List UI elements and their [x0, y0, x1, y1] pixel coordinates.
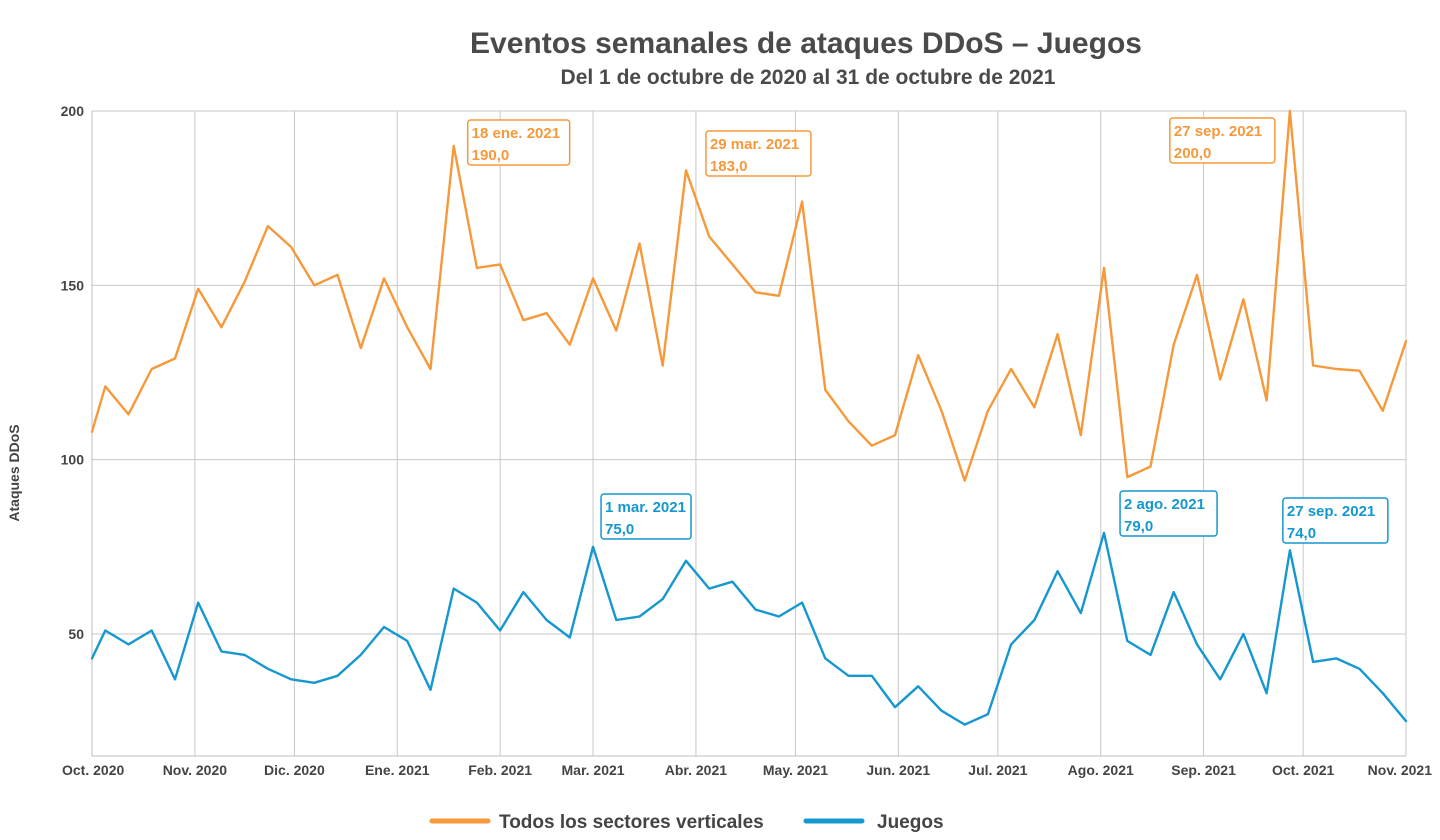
x-tick-label: Jun. 2021	[866, 762, 930, 778]
annotation-5: 27 sep. 2021 74,0	[1282, 497, 1389, 544]
chart-subtitle: Del 1 de octubre de 2020 al 31 de octubr…	[561, 66, 1056, 89]
legend-label: Todos los sectores verticales	[499, 812, 764, 833]
annotation-date: 27 sep. 2021	[1287, 503, 1375, 520]
annotation-value: 190,0	[472, 147, 510, 164]
x-tick-label: Abr. 2021	[665, 762, 727, 778]
x-tick-label: Nov. 2021	[1368, 762, 1433, 778]
annotation-value: 183,0	[710, 158, 748, 175]
legend-label: Juegos	[877, 812, 944, 833]
legend: Todos los sectores verticales Juegos	[429, 812, 944, 833]
annotation-box	[705, 130, 812, 177]
annotation-1: 29 mar. 2021 183,0	[705, 130, 812, 177]
annotation-value: 75,0	[605, 521, 634, 538]
legend-item-0: Todos los sectores verticales	[429, 812, 764, 833]
x-tick-label: Feb. 2021	[468, 762, 532, 778]
annotation-date: 29 mar. 2021	[710, 136, 799, 153]
annotation-box	[1282, 497, 1389, 544]
annotation-3: 1 mar. 2021 75,0	[600, 493, 692, 540]
axes: 50 100 150 200 Oct. 2020 Nov. 2020 Dic. 2020 En…	[61, 103, 1433, 778]
x-tick-label: Jul. 2021	[968, 762, 1027, 778]
y-tick-label: 200	[61, 103, 85, 119]
x-tick-label: Nov. 2020	[163, 762, 228, 778]
x-tick-label: Oct. 2021	[1272, 762, 1334, 778]
annotation-value: 74,0	[1287, 525, 1316, 542]
annotation-2: 27 sep. 2021 200,0	[1169, 117, 1276, 164]
annotation-4: 2 ago. 2021 79,0	[1119, 490, 1218, 537]
annotation-box	[1169, 117, 1276, 164]
series-line-1	[90, 531, 1408, 726]
annotation-box	[1119, 490, 1218, 537]
x-tick-label: Ago. 2021	[1068, 762, 1134, 778]
x-tick-label: May. 2021	[763, 762, 828, 778]
annotation-0: 18 ene. 2021 190,0	[466, 119, 571, 166]
x-tick-label: Ene. 2021	[365, 762, 430, 778]
annotation-date: 27 sep. 2021	[1174, 123, 1262, 140]
annotation-date: 18 ene. 2021	[472, 125, 560, 142]
legend-item-1: Juegos	[803, 812, 944, 833]
annotation-box	[600, 493, 692, 540]
x-tick-label: Sep. 2021	[1171, 762, 1236, 778]
x-tick-label: Mar. 2021	[562, 762, 625, 778]
annotation-box	[466, 119, 571, 166]
series-line-0	[90, 109, 1408, 482]
chart-title: Eventos semanales de ataques DDoS – Jueg…	[470, 27, 1142, 60]
x-tick-label: Dic. 2020	[264, 762, 325, 778]
annotation-date: 1 mar. 2021	[605, 499, 686, 516]
annotations: 18 ene. 2021 190,0 29 mar. 2021 183,0 27 sep…	[466, 117, 1389, 544]
annotation-value: 200,0	[1174, 145, 1212, 162]
series-lines	[90, 109, 1408, 726]
x-tick-label: Oct. 2020	[62, 762, 124, 778]
grid	[91, 110, 1407, 756]
y-axis-label: Ataques DDoS	[6, 424, 22, 521]
y-tick-label: 50	[68, 626, 84, 642]
y-tick-label: 100	[61, 452, 85, 468]
y-tick-label: 150	[61, 277, 85, 293]
annotation-value: 79,0	[1124, 518, 1153, 535]
annotation-date: 2 ago. 2021	[1124, 496, 1205, 513]
